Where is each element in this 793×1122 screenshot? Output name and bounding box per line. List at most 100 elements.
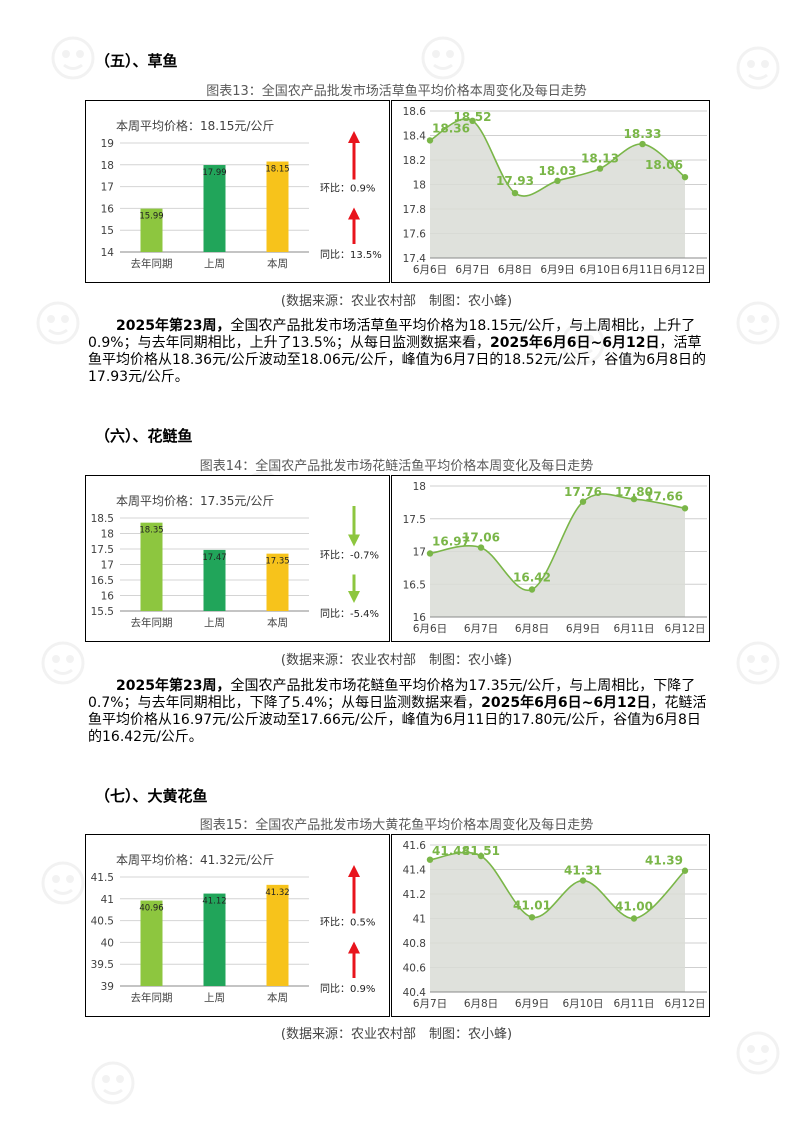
para-body: 全国农产品批发市场花鲢鱼平均价格为17.35元/公斤，与上周相比，下降了0.7%… <box>88 678 696 711</box>
data-value-label: 18.13 <box>581 152 619 166</box>
data-value-label: 41.01 <box>513 898 551 912</box>
section-heading-grass-carp: （五）、草鱼 <box>95 52 178 70</box>
x-category-label: 去年同期 <box>131 616 173 629</box>
bar-value-label: 17.35 <box>265 557 289 567</box>
mom-change-label: 环比：0.9% <box>320 183 375 195</box>
data-point <box>469 117 476 124</box>
bar-value-label: 18.15 <box>265 165 289 175</box>
bar <box>203 165 226 252</box>
bar <box>266 553 289 611</box>
y-tick-label: 14 <box>101 247 115 259</box>
data-point <box>426 856 434 863</box>
data-point <box>639 140 646 148</box>
data-point <box>528 586 536 593</box>
para-body: 全国农产品批发市场活草鱼平均价格为18.15元/公斤，与上周相比，上升了0.9%… <box>88 318 696 351</box>
bee-logo-icon <box>51 36 95 80</box>
down-arrow-icon <box>348 506 360 547</box>
area-fill <box>430 493 685 617</box>
data-value-label: 16.42 <box>513 570 551 584</box>
data-value-label: 17.80 <box>615 485 653 499</box>
y-tick-label: 16.5 <box>91 575 114 587</box>
x-date-label: 6月10日 <box>579 264 620 276</box>
line-chart-grass-carp: 17.4 17.6 17.8 18 18.2 18.4 18.6 18.36 6月6日 18.52… <box>403 106 707 276</box>
data-value-label: 41.51 <box>462 844 500 858</box>
bar-value-label: 15.99 <box>139 212 163 222</box>
data-value-label: 18.06 <box>645 158 683 172</box>
data-point <box>426 550 434 557</box>
down-arrow-icon <box>348 574 360 603</box>
para-trend: ，活草鱼平均价格从18.36元/公斤波动至18.06元/公斤，峰值为6月7日的1… <box>88 335 707 385</box>
data-value-label: 16.97 <box>432 534 470 548</box>
para-dates: 2025年6月6日~6月12日 <box>481 695 651 711</box>
y-tick-label: 16 <box>101 591 115 603</box>
x-category-label: 去年同期 <box>131 257 173 270</box>
mom-change-label: 环比：0.5% <box>320 917 375 929</box>
source-note-13: (数据来源：农业农村部 制图：农小蜂) <box>280 294 513 309</box>
y-tick-label: 40.4 <box>403 987 427 999</box>
data-point <box>477 852 485 860</box>
y-tick-label: 17 <box>101 560 114 572</box>
para-week: 2025年第23周， <box>116 678 231 694</box>
source-note-14: (数据来源：农业农村部 制图：农小蜂) <box>280 653 513 668</box>
yoy-change-label: 同比：0.9% <box>320 983 375 995</box>
data-value-label: 17.93 <box>496 174 534 188</box>
bar <box>140 522 163 611</box>
x-category-label: 上周 <box>204 617 225 629</box>
bar-panel-grass-carp: 本周平均价格：18.15元/公斤 14 15 16 17 18 19 15.99 去年同期 17.… <box>85 100 390 283</box>
x-date-label: 6月8日 <box>498 264 532 276</box>
bar-value-label: 41.32 <box>265 888 289 898</box>
weekly-average-label: 本周平均价格：41.32元/公斤 <box>116 852 274 867</box>
data-value-label: 18.03 <box>539 164 577 178</box>
x-date-label: 6月6日 <box>413 623 447 635</box>
y-tick-label: 17.5 <box>91 544 114 556</box>
y-tick-label: 18 <box>413 180 426 192</box>
y-tick-label: 39 <box>101 981 114 993</box>
bar <box>203 893 226 986</box>
analysis-paragraph-bighead-carp: 2025年第23周，全国农产品批发市场花鲢鱼平均价格为17.35元/公斤，与上周… <box>88 678 710 746</box>
data-point <box>554 177 561 185</box>
watermark <box>50 35 96 85</box>
up-arrow-icon <box>348 865 360 914</box>
data-value-label: 18.52 <box>454 110 492 124</box>
y-tick-label: 40 <box>101 937 114 949</box>
bar-value-label: 18.35 <box>139 526 163 536</box>
data-value-label: 41.00 <box>615 900 653 914</box>
x-date-label: 6月11日 <box>622 264 663 276</box>
bar-value-label: 41.12 <box>202 897 226 907</box>
y-tick-label: 17.5 <box>403 514 426 526</box>
y-tick-label: 19 <box>101 138 114 150</box>
x-date-label: 6月9日 <box>540 264 574 276</box>
data-value-label: 41.48 <box>432 844 470 858</box>
y-tick-label: 41.5 <box>91 872 114 884</box>
x-date-label: 6月6日 <box>413 264 447 276</box>
source-note-15: (数据来源：农业农村部 制图：农小蜂) <box>280 1027 513 1042</box>
figure-caption-15: 图表15：全国农产品批发市场大黄花鱼平均价格本周变化及每日走势 <box>199 818 594 833</box>
data-point <box>579 498 587 505</box>
figure-caption-14: 图表14：全国农产品批发市场花鲢活鱼平均价格本周变化及每日走势 <box>199 459 594 474</box>
x-date-label: 6月11日 <box>613 998 654 1010</box>
y-tick-label: 41.6 <box>403 840 427 852</box>
watermark <box>90 1060 136 1110</box>
mom-change-label: 环比：-0.7% <box>320 550 379 562</box>
x-date-label: 6月10日 <box>562 998 603 1010</box>
bar-panel-yellow-croaker: 本周平均价格：41.32元/公斤 39 39.5 40 40.5 41 41.5 40.96 去… <box>85 834 390 1017</box>
line-panel-bighead-carp: 16 16.5 17 17.5 18 16.97 6月6日 17.06 6月7日 16.42 6月8… <box>391 475 710 642</box>
up-arrow-icon <box>348 131 360 180</box>
data-value-label: 18.33 <box>624 127 662 141</box>
y-tick-label: 18.5 <box>91 513 114 525</box>
data-point <box>681 505 689 512</box>
x-category-label: 上周 <box>204 258 225 270</box>
para-week: 2025年第23周， <box>116 318 231 334</box>
bar-value-label: 17.47 <box>202 553 226 563</box>
x-category-label: 去年同期 <box>131 991 173 1004</box>
x-date-label: 6月7日 <box>455 264 489 276</box>
x-date-label: 6月9日 <box>566 623 600 635</box>
x-date-label: 6月12日 <box>664 998 705 1010</box>
y-tick-label: 40.5 <box>91 916 114 928</box>
yoy-change-label: 同比：-5.4% <box>320 608 379 620</box>
bar-chart-yellow-croaker: 本周平均价格：41.32元/公斤 39 39.5 40 40.5 41 41.5 40.96 去… <box>91 852 376 1004</box>
bee-logo-icon <box>91 1061 135 1105</box>
bar-panel-bighead-carp: 本周平均价格：17.35元/公斤 15.5 16 16.5 17 17.5 18 18.5 18… <box>85 475 390 642</box>
up-arrow-icon <box>348 941 360 978</box>
x-category-label: 上周 <box>204 992 225 1004</box>
